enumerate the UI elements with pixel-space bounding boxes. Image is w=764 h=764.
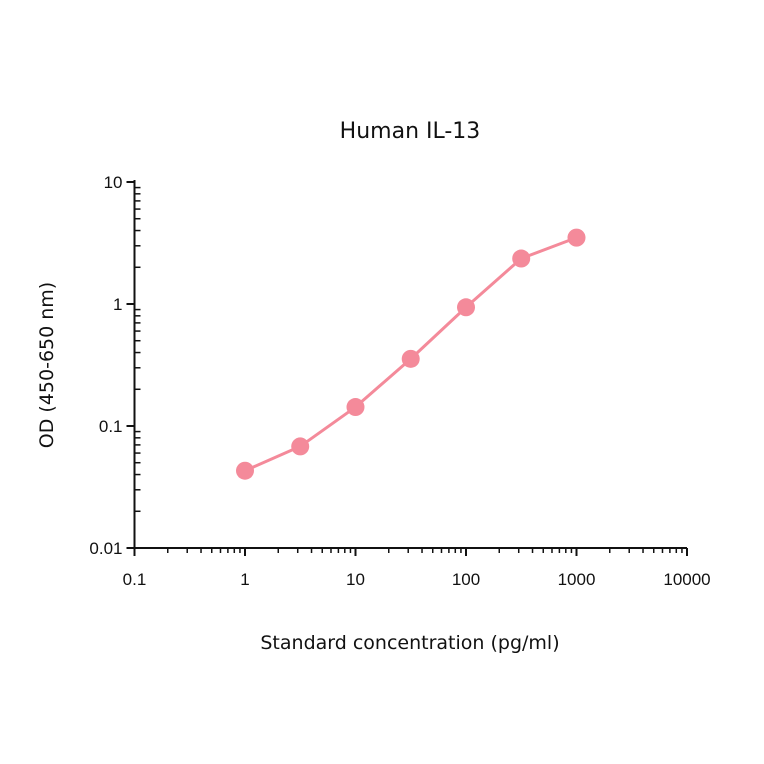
data-point-marker	[346, 398, 365, 417]
x-axis-label: Standard concentration (pg/ml)	[260, 632, 559, 654]
y-tick-label: 0.01	[89, 539, 122, 558]
x-tick-label: 1000	[558, 570, 596, 589]
data-point-marker	[567, 228, 586, 247]
data-point-marker	[291, 437, 310, 456]
y-tick-label: 1	[113, 295, 122, 314]
series-layer	[236, 228, 586, 480]
data-point-marker	[512, 249, 531, 268]
x-tick-label: 0.1	[123, 570, 147, 589]
data-point-marker	[401, 349, 420, 368]
y-tick-label: 0.1	[99, 417, 123, 436]
x-axis: 0.1 1 10 100 1000 10000	[123, 547, 711, 589]
x-tick-label: 100	[452, 570, 480, 589]
y-axis-label: OD (450-650 nm)	[36, 282, 58, 448]
data-point-marker	[457, 298, 475, 317]
x-tick-label: 10	[346, 570, 365, 589]
y-axis: 0.01 0.1 1 10	[89, 173, 141, 558]
chart-title: Human IL-13	[340, 119, 481, 144]
x-tick-label: 10000	[663, 570, 710, 589]
data-point-marker	[236, 461, 254, 480]
y-tick-label: 10	[104, 173, 123, 192]
x-tick-label: 1	[240, 570, 249, 589]
